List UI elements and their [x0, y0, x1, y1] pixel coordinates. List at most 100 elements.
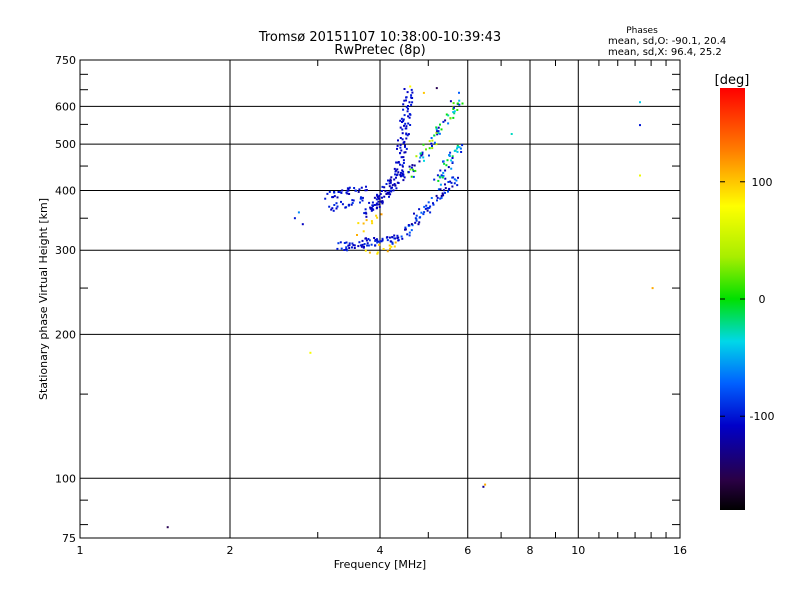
data-point: [401, 237, 404, 240]
data-point: [402, 174, 405, 177]
data-point: [363, 243, 366, 245]
data-point: [404, 151, 407, 154]
data-point: [440, 174, 443, 177]
data-point: [386, 239, 389, 242]
data-point: [335, 202, 338, 205]
data-point: [407, 171, 410, 174]
data-point: [326, 192, 329, 195]
data-point: [428, 154, 430, 157]
data-point: [399, 119, 402, 122]
data-point: [396, 237, 399, 239]
data-point: [456, 146, 459, 149]
data-point: [443, 162, 446, 165]
data-point: [392, 189, 395, 192]
data-point: [432, 203, 435, 206]
data-point: [453, 182, 456, 185]
y-tick-label: 200: [55, 328, 76, 341]
data-point: [428, 140, 431, 143]
data-point: [459, 147, 462, 150]
data-point: [400, 171, 402, 174]
colorbar-tick-label: 0: [759, 293, 766, 306]
data-point: [452, 102, 455, 105]
data-point: [456, 184, 459, 187]
data-point: [345, 246, 348, 249]
data-point: [363, 212, 366, 215]
data-point: [357, 190, 360, 193]
data-point: [393, 245, 396, 248]
data-point: [344, 206, 347, 209]
data-point: [352, 244, 355, 247]
data-point: [404, 127, 407, 130]
x-tick-label: 4: [377, 544, 384, 557]
data-point: [348, 193, 351, 195]
data-point: [409, 168, 412, 171]
outlier-point: [639, 101, 641, 104]
phase-info-o: mean, sd,O: -90.1, 20.4: [608, 36, 726, 47]
data-point: [406, 91, 409, 94]
x-tick-label: 2: [227, 544, 234, 557]
data-point: [368, 251, 371, 254]
data-point: [386, 236, 389, 239]
data-point: [391, 186, 393, 189]
data-point: [404, 122, 407, 125]
data-point: [366, 244, 369, 247]
data-point: [365, 215, 368, 218]
outlier-point: [422, 91, 425, 94]
data-point: [376, 206, 378, 209]
outlier-point: [166, 526, 169, 529]
data-point: [437, 188, 440, 191]
data-point: [419, 216, 422, 219]
data-point: [457, 176, 459, 179]
data-point: [348, 247, 351, 249]
data-point: [405, 96, 408, 99]
data-point: [358, 188, 361, 191]
data-point: [350, 203, 353, 206]
data-point: [403, 99, 406, 102]
data-point: [439, 123, 441, 126]
data-point: [375, 198, 378, 201]
data-point: [395, 169, 398, 172]
data-point: [413, 212, 415, 215]
data-point: [409, 113, 412, 116]
data-point: [429, 205, 432, 208]
data-point: [333, 204, 336, 206]
data-point: [380, 240, 383, 243]
data-point: [449, 117, 452, 120]
data-point: [373, 237, 376, 239]
data-point: [405, 147, 408, 150]
data-point: [348, 244, 351, 247]
data-point: [400, 149, 403, 152]
data-point: [330, 208, 333, 211]
data-point: [402, 159, 405, 162]
data-point: [365, 219, 368, 222]
data-point: [424, 207, 427, 210]
data-point: [345, 241, 348, 244]
data-point: [394, 241, 397, 244]
data-point: [444, 177, 447, 180]
data-point: [401, 121, 403, 123]
data-point: [408, 165, 411, 168]
data-point: [444, 191, 446, 194]
data-point: [333, 191, 336, 194]
data-point: [351, 202, 354, 204]
colorbar-tick-label: -100: [750, 410, 775, 423]
data-point: [430, 142, 433, 145]
data-point: [399, 146, 402, 149]
data-point: [432, 202, 434, 205]
data-point: [356, 234, 358, 236]
data-point: [406, 233, 409, 236]
outlier-point: [484, 483, 487, 486]
outlier-point: [297, 211, 300, 214]
data-point: [415, 214, 418, 217]
data-point: [376, 239, 379, 242]
data-point: [445, 113, 448, 116]
data-point: [393, 178, 396, 181]
data-point: [436, 196, 439, 199]
data-point: [328, 190, 331, 193]
data-point: [388, 191, 391, 194]
data-point: [393, 167, 396, 170]
colorbar-tick-label: 100: [752, 176, 773, 189]
data-point: [379, 240, 382, 243]
data-point: [402, 179, 405, 182]
tick-labels: 1 2 4 6 8 10 16 75 100 200 300 400 500 600 750: [55, 54, 687, 557]
